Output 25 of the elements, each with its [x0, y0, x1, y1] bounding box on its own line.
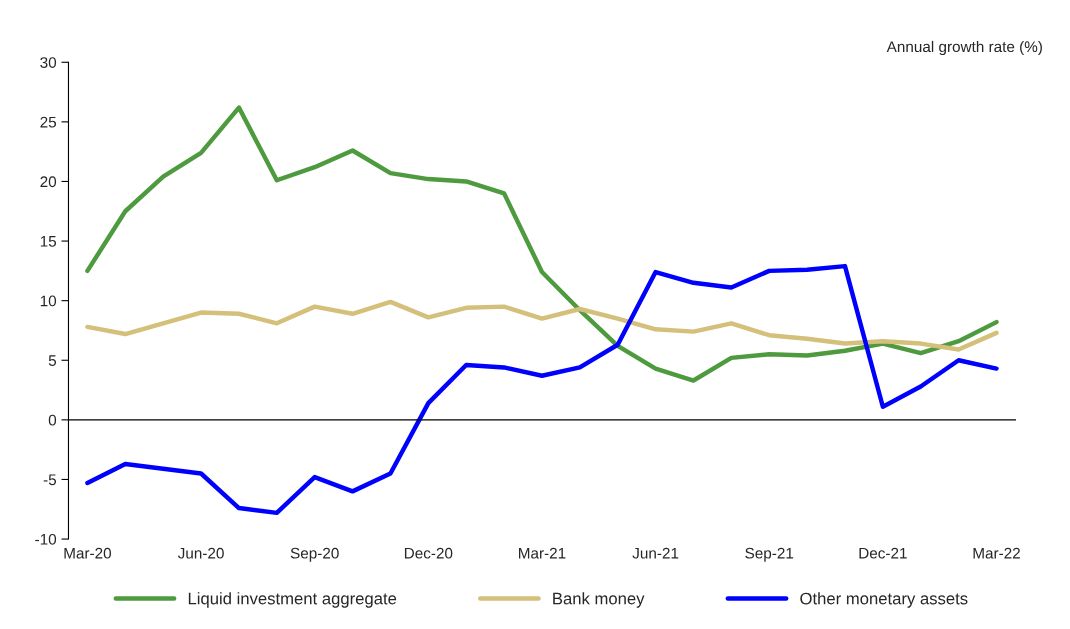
x-tick-label: Mar-20	[64, 547, 112, 559]
y-tick-label: 10	[40, 295, 57, 307]
line-series	[85, 263, 999, 516]
x-tick-label: Jun-21	[632, 547, 679, 559]
legend-label: Bank money	[553, 592, 645, 608]
x-tick-label: Jun-20	[177, 547, 224, 559]
y-tick-label: -10	[35, 533, 57, 545]
y-tick-label: 0	[48, 414, 57, 426]
x-tick-label: Mar-21	[519, 547, 566, 559]
y-tick-label: 15	[40, 236, 57, 247]
y-tick-label: 30	[40, 57, 57, 68]
x-tick-label: Dec-21	[859, 547, 907, 559]
line-series	[85, 105, 999, 383]
legend-label: Liquid investment aggregate	[188, 592, 397, 608]
x-tick-label: Sep-21	[745, 547, 794, 562]
y-tick-label: 20	[40, 176, 57, 188]
y-tick-label: -5	[43, 474, 57, 486]
line-series	[85, 299, 999, 352]
legend-label: Other monetary assets	[800, 592, 968, 608]
x-tick-label: Mar-22	[973, 547, 1020, 559]
x-tick-label: Dec-20	[404, 547, 453, 559]
y-tick-label: 5	[48, 355, 57, 366]
y-tick-label: 25	[40, 116, 57, 128]
y-axis-title: Annual growth rate (%)	[886, 40, 1042, 56]
x-tick-label: Sep-20	[290, 547, 339, 562]
